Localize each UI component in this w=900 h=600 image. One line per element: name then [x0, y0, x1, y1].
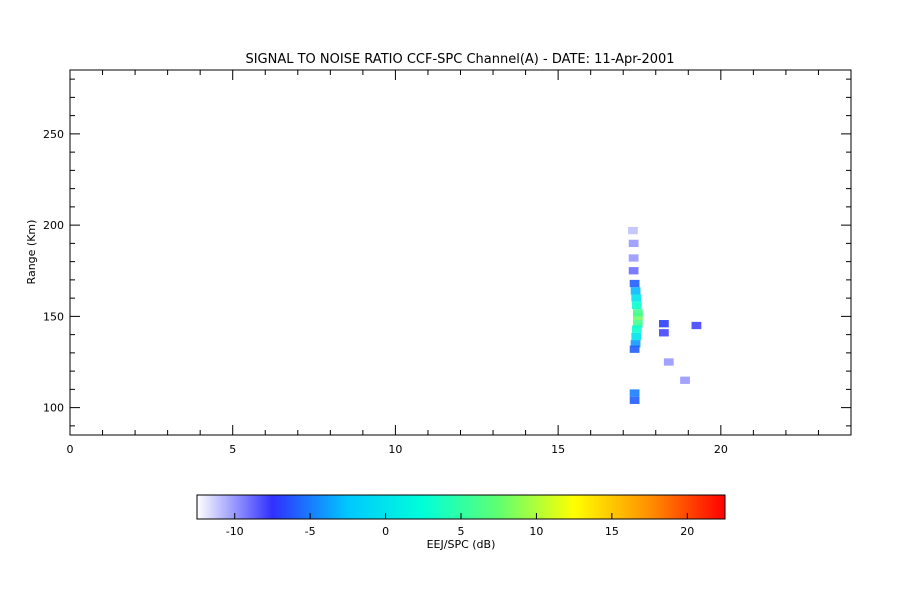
colorbar-tick-label: 10 — [529, 525, 543, 538]
plot-area: 0 5 10 15 20 100 150 200 250 — [43, 69, 852, 456]
heatmap-cell — [629, 345, 640, 353]
colorbar-tick-label: -10 — [226, 525, 244, 538]
x-tick-label: 0 — [67, 443, 74, 456]
plot-frame — [69, 69, 852, 436]
colorbar-tick-label: 0 — [382, 525, 389, 538]
heatmap-cell — [691, 321, 702, 330]
y-tick-label: 100 — [43, 402, 64, 415]
heatmap-cell — [631, 301, 642, 310]
heatmap-cell — [628, 239, 639, 248]
y-axis: 100 150 200 250 — [43, 78, 851, 427]
heatmap-cell — [628, 254, 639, 262]
y-tick-label: 200 — [43, 219, 64, 232]
colorbar-tick-label: 5 — [458, 525, 465, 538]
x-tick-label: 20 — [714, 443, 728, 456]
x-tick-label: 15 — [551, 443, 565, 456]
y-axis-label: Range (Km) — [25, 220, 38, 285]
heatmap-cell — [659, 320, 669, 328]
heatmap-cell — [631, 332, 642, 341]
heatmap-cell — [630, 287, 641, 295]
colorbar-tick-label: 15 — [605, 525, 619, 538]
colorbar-tick-label: -5 — [305, 525, 316, 538]
heatmap-cell — [628, 267, 639, 275]
heatmap-cell — [663, 358, 674, 366]
heatmap-cell — [629, 279, 640, 288]
heatmap-cell — [629, 389, 640, 397]
heatmap-cell — [631, 294, 642, 302]
heatmap-cell — [632, 320, 643, 328]
heatmap-cell — [680, 376, 690, 384]
colorbar-tick-label: 20 — [680, 525, 694, 538]
chart-title: SIGNAL TO NOISE RATIO CCF-SPC Channel(A)… — [245, 52, 674, 67]
y-tick-label: 150 — [43, 310, 64, 323]
heatmap-cell — [659, 329, 669, 337]
y-tick-label: 250 — [43, 128, 64, 141]
x-axis: 0 5 10 15 20 — [67, 70, 852, 456]
colorbar-ticks: -10 -5 0 5 10 15 20 — [226, 513, 694, 538]
colorbar-label: EEJ/SPC (dB) — [427, 538, 496, 551]
heatmap-cell — [629, 396, 640, 404]
x-tick-label: 10 — [388, 443, 402, 456]
heatmap-cell — [628, 226, 638, 235]
heatmap-cell — [631, 325, 642, 333]
heatmap-cells — [628, 226, 702, 404]
heatmap-cell — [632, 309, 643, 317]
x-tick-label: 5 — [229, 443, 236, 456]
heatmap-cell — [630, 340, 641, 348]
colorbar: -10 -5 0 5 10 15 20 EEJ/SPC (dB) — [196, 494, 726, 551]
